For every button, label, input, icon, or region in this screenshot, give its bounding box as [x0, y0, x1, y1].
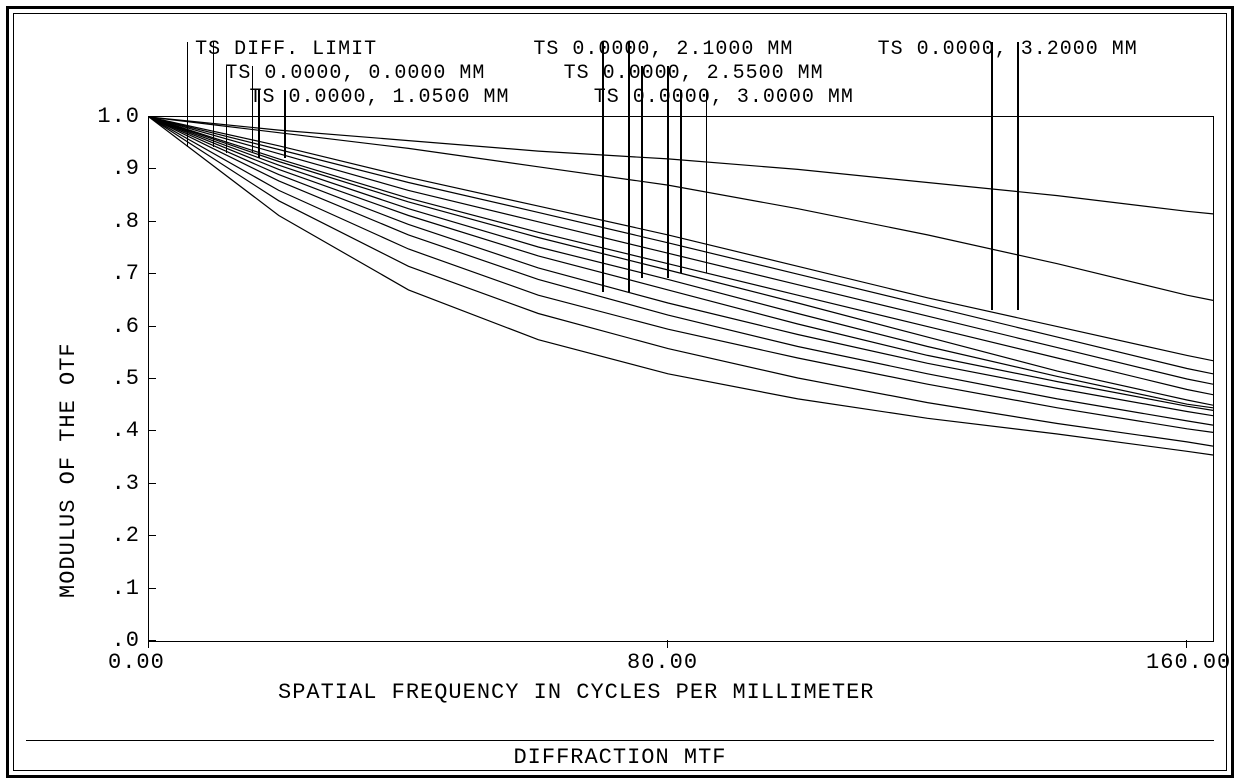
y-tick	[148, 430, 156, 431]
legend-label: TS 0.0000, 0.0000 MM	[225, 62, 485, 85]
chart-frame: MODULUS OF THE OTF SPATIAL FREQUENCY IN …	[20, 20, 1220, 764]
x-tick-label: 80.00	[627, 650, 698, 675]
y-tick-label: .6	[90, 314, 140, 339]
legend-key-line	[991, 42, 993, 310]
x-tick	[1186, 640, 1187, 648]
x-tick-label: 0.00	[108, 650, 165, 675]
chart-footer: DIFFRACTION MTF	[26, 740, 1214, 775]
y-tick	[148, 378, 156, 379]
y-tick	[148, 483, 156, 484]
y-tick	[148, 116, 156, 117]
legend-label: TS DIFF. LIMIT	[195, 38, 377, 61]
x-tick-label: 160.00	[1146, 650, 1231, 675]
y-tick	[148, 221, 156, 222]
legend-key-line	[680, 90, 682, 273]
y-tick-label: .9	[90, 156, 140, 181]
x-tick	[667, 640, 668, 648]
y-tick-label: .4	[90, 418, 140, 443]
legend-key-line	[187, 42, 189, 147]
legend-label: TS 0.0000, 3.0000 MM	[594, 86, 854, 109]
y-tick	[148, 273, 156, 274]
y-tick-label: .5	[90, 366, 140, 391]
y-axis-label: MODULUS OF THE OTF	[56, 342, 81, 598]
y-tick	[148, 168, 156, 169]
y-tick	[148, 535, 156, 536]
y-tick-label: .7	[90, 261, 140, 286]
legend-label: TS 0.0000, 2.1000 MM	[533, 38, 793, 61]
y-tick	[148, 588, 156, 589]
x-tick	[148, 640, 149, 648]
inner-frame: MODULUS OF THE OTF SPATIAL FREQUENCY IN …	[13, 13, 1227, 771]
legend-key-line	[706, 90, 708, 273]
legend-label: TS 0.0000, 3.2000 MM	[878, 38, 1138, 61]
x-axis-label: SPATIAL FREQUENCY IN CYCLES PER MILLIMET…	[278, 680, 875, 705]
legend-key-line	[1017, 42, 1019, 310]
y-tick-label: .1	[90, 576, 140, 601]
y-tick	[148, 640, 156, 641]
y-tick-label: .2	[90, 523, 140, 548]
y-tick-label: .3	[90, 471, 140, 496]
y-tick-label: 1.0	[90, 104, 140, 129]
legend-label: TS 0.0000, 1.0500 MM	[250, 86, 510, 109]
y-tick-label: .8	[90, 209, 140, 234]
chart-title: DIFFRACTION MTF	[513, 745, 726, 770]
legend-label: TS 0.0000, 2.5500 MM	[564, 62, 824, 85]
outer-frame: MODULUS OF THE OTF SPATIAL FREQUENCY IN …	[6, 6, 1234, 778]
y-tick	[148, 326, 156, 327]
